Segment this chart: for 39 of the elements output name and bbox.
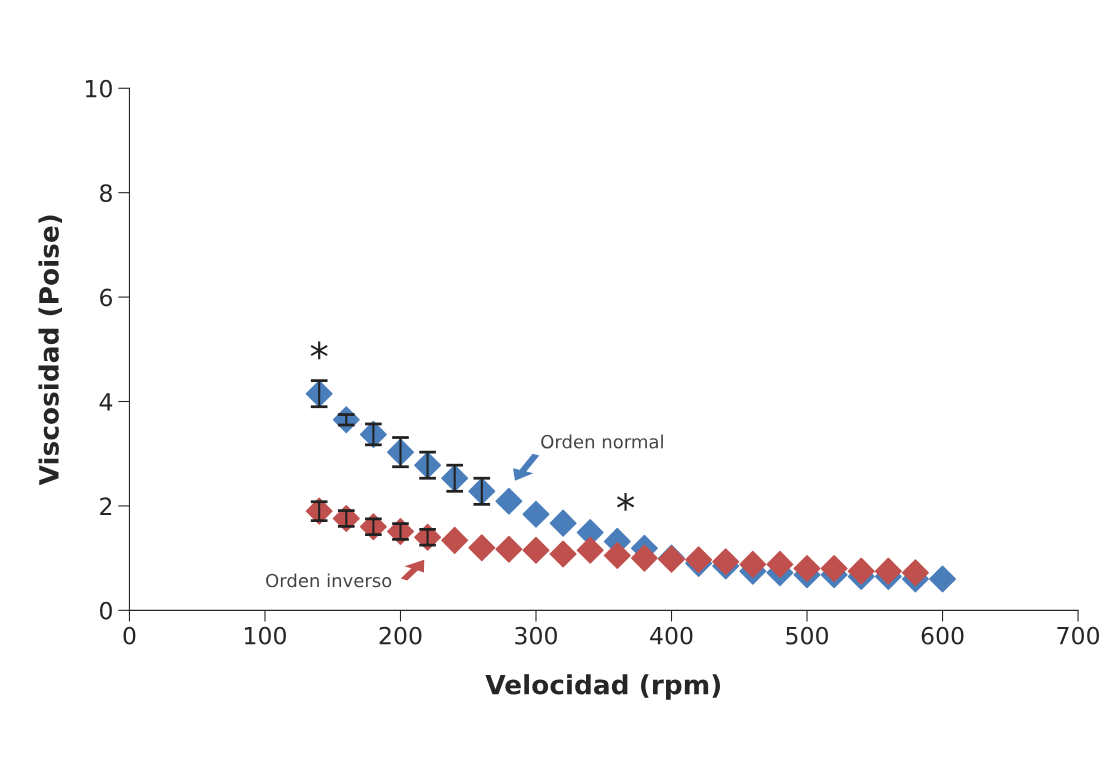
x-tick-label: 700 <box>1057 626 1100 645</box>
point <box>766 550 794 578</box>
y-tick-label: 10 <box>86 79 112 98</box>
y-tick-label: 4 <box>99 393 113 411</box>
point <box>793 555 821 583</box>
point <box>576 536 604 564</box>
annotation: Orden normal <box>541 434 663 449</box>
point <box>468 534 496 562</box>
x-axis-title: Velocidad (rpm) <box>485 674 720 700</box>
annotation: * <box>310 341 328 360</box>
y-tick-label: 6 <box>100 288 112 307</box>
x-tick-label: 600 <box>921 626 964 645</box>
x-tick-label: 300 <box>515 626 557 645</box>
point <box>495 487 523 515</box>
point <box>739 550 767 578</box>
y-tick-label: 8 <box>100 184 112 202</box>
y-tick-label: 0 <box>100 601 112 620</box>
point <box>441 526 469 554</box>
point <box>847 557 875 585</box>
annotation: * <box>617 493 635 511</box>
point <box>929 565 957 593</box>
x-tick-label: 200 <box>379 626 422 645</box>
point <box>820 555 848 583</box>
point <box>603 542 631 570</box>
point <box>901 559 929 587</box>
x-tick-label: 500 <box>786 626 828 645</box>
point <box>874 557 902 585</box>
point <box>549 540 577 568</box>
point <box>522 536 550 564</box>
x-tick-label: 100 <box>245 626 286 645</box>
point <box>495 535 523 563</box>
point <box>522 500 550 528</box>
y-axis-title: Viscosidad (Poise) <box>38 215 62 486</box>
y-tick-label: 2 <box>100 497 112 515</box>
x-tick-label: 0 <box>123 626 136 645</box>
annotation: Orden inverso <box>266 573 392 588</box>
point <box>549 509 577 537</box>
x-tick-label: 400 <box>650 626 693 645</box>
point <box>630 544 658 572</box>
